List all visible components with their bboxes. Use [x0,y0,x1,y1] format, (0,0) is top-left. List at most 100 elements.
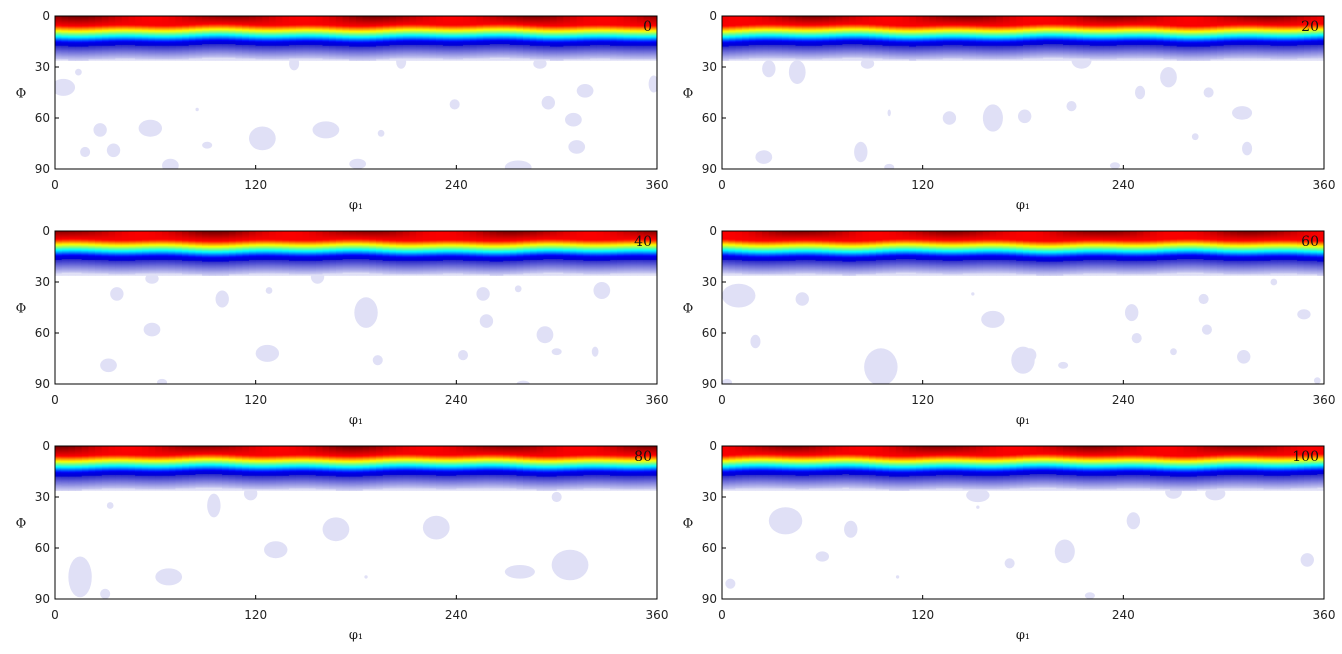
band-cell [396,50,404,53]
band-cell [356,20,364,22]
band-cell [735,28,743,31]
band-cell [570,26,578,28]
band-cell [396,24,404,26]
band-cell [536,55,544,57]
band-cell [135,55,143,58]
band-cell [583,44,591,46]
band-cell [463,27,471,30]
band-cell [476,29,484,32]
band-cell [182,42,190,44]
band-cell [215,40,223,43]
band-cell [202,51,210,54]
band-cell [463,42,471,44]
band-cell [342,48,350,50]
band-cell [543,46,551,49]
band-cell [255,16,263,19]
band-cell [182,19,190,21]
band-cell [315,25,324,27]
band-cell [188,41,197,43]
band-cell [208,42,217,44]
band-cell [135,56,143,59]
band-cell [610,32,618,34]
band-cell [302,27,310,30]
band-cell [549,57,558,60]
band-cell [195,26,203,28]
band-cell [529,29,538,32]
band-cell [543,56,551,59]
band-cell [195,44,203,47]
band-cell [228,27,237,30]
band-cell [222,55,230,57]
band-cell [228,34,237,37]
band-cell [322,18,330,20]
band-cell [469,27,477,29]
band-cell [748,35,757,37]
band-cell [563,38,571,40]
band-cell [302,46,310,49]
band-cell [208,27,217,30]
band-cell [175,33,183,36]
band-cell [222,52,230,54]
band-cell [422,56,431,59]
band-cell [549,27,558,29]
band-cell [55,26,63,28]
band-cell [362,42,370,44]
band-cell [456,28,464,31]
band-cell [195,40,203,43]
band-cell [722,16,730,18]
band-cell [636,54,645,56]
band-cell [389,37,397,39]
band-cell [275,55,284,58]
band-cell [576,37,585,39]
band-cell [583,58,591,60]
band-cell [636,55,645,57]
band-cell [262,38,270,41]
band-cell [623,25,631,27]
band-cell [262,40,270,43]
band-cell [503,56,511,59]
band-cell [436,40,444,43]
band-cell [242,36,250,38]
band-cell [735,56,743,59]
band-cell [449,52,457,54]
band-cell [590,27,598,30]
band-cell [623,30,631,32]
band-cell [543,35,551,37]
band-cell [596,33,605,35]
band-cell [75,38,83,41]
band-cell [81,47,90,49]
band-cell [483,18,491,20]
band-cell [483,38,491,40]
band-cell [68,57,76,60]
band-cell [489,16,498,18]
band-cell [422,22,431,25]
band-cell [68,27,76,29]
band-cell [315,39,324,42]
band-cell [128,46,136,49]
band-cell [516,48,524,50]
band-cell [489,50,498,53]
band-cell [496,51,504,54]
band-cell [650,39,657,42]
band-cell [449,32,457,34]
band-cell [349,46,357,49]
band-cell [529,33,538,35]
band-cell [222,40,230,43]
band-cell [489,45,498,48]
band-cell [630,19,638,21]
band-cell [576,35,585,37]
band-cell [222,24,230,26]
band-cell [748,33,757,35]
band-cell [616,29,625,32]
band-cell [356,59,364,61]
band-cell [282,19,290,21]
band-cell [416,49,424,51]
band-cell [248,38,257,41]
band-cell [556,40,564,43]
band-cell [516,58,524,60]
band-cell [623,24,631,26]
band-cell [55,19,63,21]
band-cell [155,33,163,36]
band-cell [128,31,136,33]
band-cell [396,33,404,35]
